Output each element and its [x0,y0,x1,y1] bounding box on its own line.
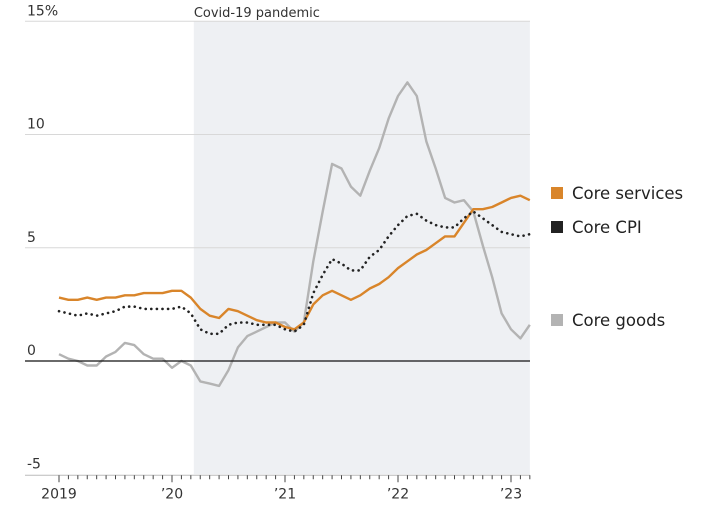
legend-item: Core goods [551,311,665,330]
legend-item: Core CPI [551,218,642,237]
legend-swatch [551,314,563,326]
y-tick-label: 10 [27,117,45,133]
legend-swatch [551,187,563,199]
y-tick-label: -5 [27,456,41,472]
series-lines [25,81,532,388]
legend-label: Core goods [572,311,665,330]
y-axis-labels: -5 0 5 10 15% [27,3,58,472]
x-tick-label: 2019 [41,486,77,502]
gridlines [25,20,530,249]
y-tick-label: 5 [27,230,36,246]
legend: Core services Core CPI Core goods [551,184,683,330]
legend-swatch [551,221,563,233]
covid-annotation-label: Covid-19 pandemic [194,6,320,21]
series-line-core-services [58,194,531,331]
x-tick-label: ’21 [274,486,296,502]
series-line-core-cpi [57,210,532,336]
legend-item: Core services [551,184,683,203]
legend-label: Core CPI [572,218,642,237]
x-tick-label: ’23 [500,486,522,502]
y-tick-label: 15% [27,3,58,19]
legend-label: Core services [572,184,683,203]
x-axis: 2019 ’20 ’21 ’22 ’23 [25,474,531,502]
x-tick-label: ’22 [387,486,409,502]
x-tick-label: ’20 [161,486,183,502]
y-tick-label: 0 [27,343,36,359]
